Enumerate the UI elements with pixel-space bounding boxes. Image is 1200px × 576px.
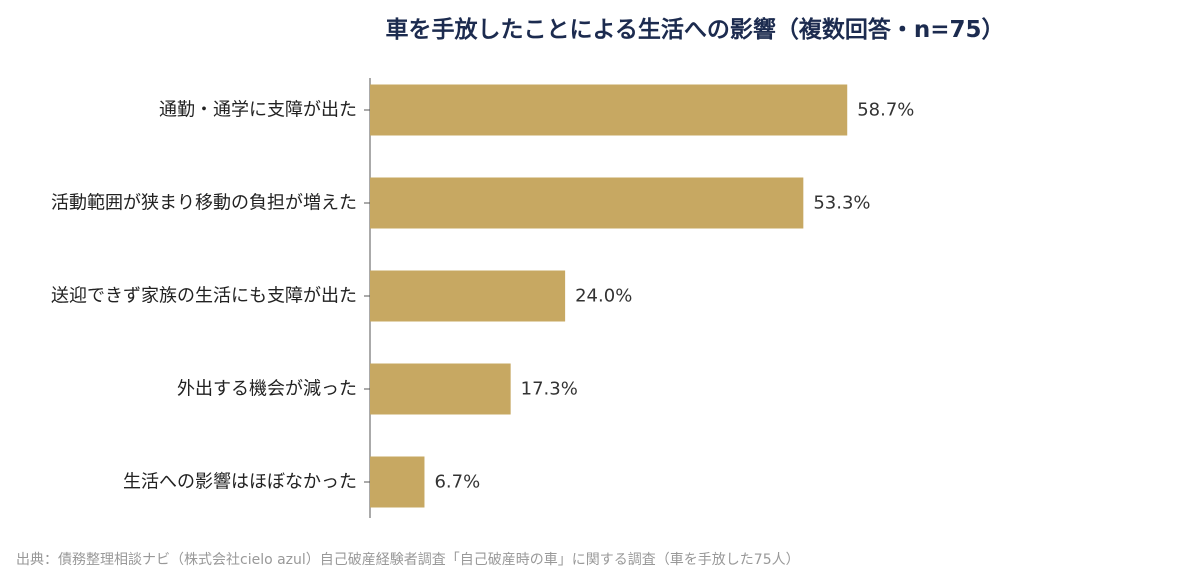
bar — [370, 84, 848, 136]
category-label: 生活への影響はほぼなかった — [123, 472, 357, 493]
source-note: 出典：債務整理相談ナビ（株式会社cielo azul）自己破産経験者調査「自己破… — [16, 552, 800, 568]
bars-group: 通勤・通学に支障が出た 58.7% 活動範囲が狭まり移動の負担が増えた 53.3% 送迎… — [51, 84, 914, 508]
category-label: 外出する機会が減った — [177, 379, 357, 400]
bar — [370, 456, 425, 508]
value-label: 53.3% — [813, 193, 870, 214]
value-label: 17.3% — [521, 379, 578, 400]
value-label: 6.7% — [434, 472, 480, 493]
chart-title: 車を手放したことによる生活への影響（複数回答・n=75） — [385, 17, 1005, 43]
bar — [370, 270, 566, 322]
bar — [370, 363, 511, 415]
category-label: 活動範囲が狭まり移動の負担が増えた — [51, 193, 357, 214]
category-label: 通勤・通学に支障が出た — [159, 100, 357, 121]
value-label: 24.0% — [575, 286, 632, 307]
bar — [370, 177, 804, 229]
bar-chart: 通勤・通学に支障が出た 58.7% 活動範囲が狭まり移動の負担が増えた 53.3% 送迎… — [51, 78, 914, 518]
category-label: 送迎できず家族の生活にも支障が出た — [51, 286, 357, 307]
value-label: 58.7% — [857, 100, 914, 121]
